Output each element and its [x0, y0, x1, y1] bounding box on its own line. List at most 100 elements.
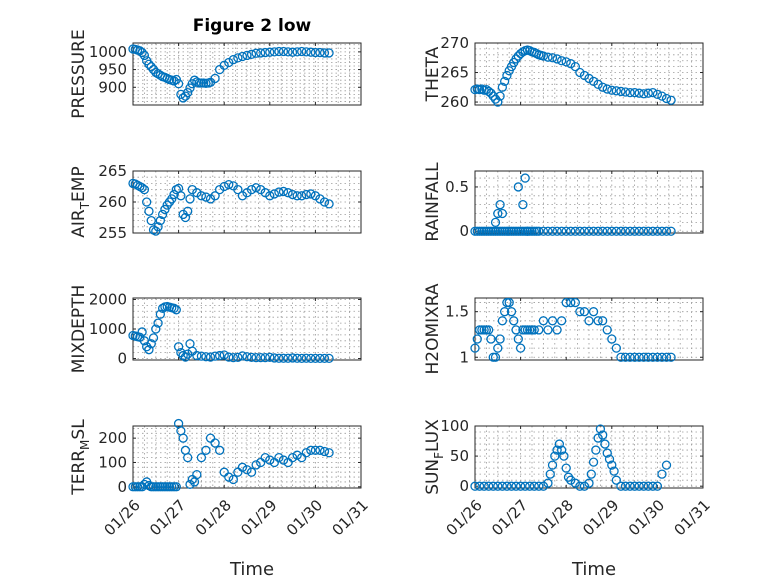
data-point: [611, 86, 622, 96]
data-point: [620, 87, 631, 97]
data-point: [648, 87, 658, 98]
axes-box: [474, 170, 704, 234]
data-point: [579, 226, 590, 236]
data-point: [579, 481, 590, 491]
y-tick-label: 265: [98, 162, 127, 180]
data-point: [265, 47, 275, 57]
data-point: [196, 452, 207, 463]
data-point: [178, 350, 188, 361]
data-point: [566, 475, 576, 485]
data-point: [283, 47, 293, 57]
data-point: [534, 481, 544, 491]
data-point: [666, 352, 676, 362]
data-point: [242, 465, 252, 475]
data-point: [153, 318, 163, 328]
grid-lines: [132, 170, 362, 234]
figure-title: Figure 2 low: [193, 16, 312, 36]
data-point: [497, 481, 508, 491]
data-point: [547, 316, 558, 326]
y-axis-label: RAINFALL: [423, 162, 443, 242]
data-point: [173, 342, 184, 352]
data-point: [538, 226, 549, 236]
data-point: [620, 352, 631, 362]
data-point: [593, 79, 603, 89]
data-point: [155, 215, 166, 226]
data-point: [278, 353, 289, 363]
data-point: [292, 450, 302, 460]
data-point: [310, 445, 321, 455]
data-point: [509, 316, 519, 326]
data-point: [484, 325, 494, 335]
data-point: [287, 452, 298, 463]
data-point: [666, 226, 676, 236]
data-point: [625, 226, 635, 236]
data-point: [607, 85, 617, 95]
y-tick-label: 1.5: [445, 303, 469, 321]
data-point: [511, 325, 521, 335]
data-point: [629, 226, 640, 236]
data-point: [525, 481, 535, 491]
data-point: [484, 481, 494, 491]
data-point: [648, 226, 658, 236]
data-point: [233, 184, 243, 195]
data-point: [214, 350, 225, 361]
x-tick-label: 01/30: [625, 496, 668, 539]
data-point: [278, 455, 289, 465]
data-point: [497, 208, 508, 219]
data-point: [575, 67, 585, 78]
data-point: [639, 226, 649, 236]
data-point: [639, 481, 649, 491]
data-point: [602, 84, 612, 94]
data-point: [319, 48, 330, 58]
data-point: [242, 352, 252, 362]
grid-lines: [132, 426, 362, 488]
data-point: [554, 439, 565, 449]
data-point: [490, 217, 501, 228]
data-point: [306, 47, 316, 57]
data-point: [552, 54, 562, 64]
data-point: [600, 439, 610, 449]
data-point: [602, 448, 612, 458]
data-point: [201, 352, 211, 362]
data-point: [620, 481, 631, 491]
data-point: [233, 352, 243, 362]
data-point: [146, 215, 156, 226]
data-point: [511, 54, 521, 64]
data-point: [625, 481, 635, 491]
data-point: [497, 82, 508, 92]
y-axis-label: THETA: [423, 46, 443, 102]
data-point: [137, 47, 147, 58]
data-point: [634, 88, 644, 98]
data-point: [552, 226, 562, 236]
data-point: [543, 226, 553, 236]
data-point: [595, 424, 606, 434]
data-point: [278, 46, 289, 57]
data-point: [183, 452, 193, 463]
data-point: [176, 191, 186, 201]
data-point: [142, 342, 152, 352]
data-point: [652, 89, 663, 100]
data-point: [588, 226, 599, 236]
data-point: [550, 451, 560, 461]
data-point: [178, 93, 188, 103]
data-point: [301, 189, 311, 200]
data-point: [287, 189, 298, 200]
data-point: [292, 353, 302, 363]
data-point: [246, 467, 257, 477]
data-point: [297, 46, 307, 57]
data-point: [575, 481, 585, 491]
data-point: [570, 478, 580, 488]
data-point: [142, 197, 152, 207]
data-point: [306, 445, 316, 455]
data-point: [493, 97, 503, 107]
data-point: [301, 47, 311, 57]
x-tick-label: 01/31: [670, 496, 713, 539]
data-point: [634, 226, 644, 236]
data-point: [547, 460, 558, 470]
data-point: [324, 353, 334, 364]
data-point: [169, 189, 179, 200]
data-point: [183, 206, 193, 216]
x-axis-label-right: Time: [571, 559, 616, 580]
data-point: [607, 226, 617, 236]
